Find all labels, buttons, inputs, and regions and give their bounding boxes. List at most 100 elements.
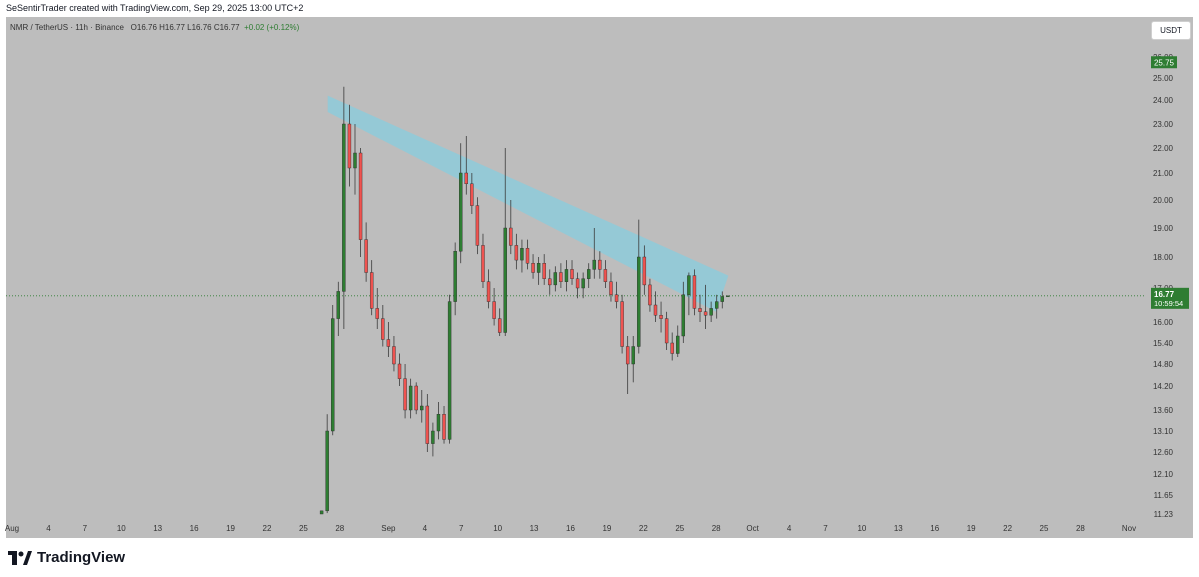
candle[interactable] xyxy=(503,148,507,336)
candle[interactable] xyxy=(642,245,647,295)
candle[interactable] xyxy=(542,254,546,285)
candle-body xyxy=(676,335,680,354)
candle[interactable] xyxy=(447,294,452,444)
candle[interactable] xyxy=(431,422,435,457)
candle[interactable] xyxy=(703,284,708,329)
candle[interactable] xyxy=(319,510,324,515)
candle[interactable] xyxy=(470,173,474,214)
descending-channel[interactable] xyxy=(327,95,729,312)
candle[interactable] xyxy=(392,336,396,372)
candle[interactable] xyxy=(425,394,430,452)
candle[interactable] xyxy=(670,332,674,361)
candle-body xyxy=(709,308,713,316)
candle[interactable] xyxy=(464,136,468,195)
candle[interactable] xyxy=(553,266,558,292)
candle[interactable] xyxy=(676,325,680,358)
candle[interactable] xyxy=(692,269,697,316)
candle-body xyxy=(653,304,658,316)
candle[interactable] xyxy=(536,257,541,285)
candle[interactable] xyxy=(709,301,713,322)
candle[interactable] xyxy=(336,281,340,336)
candle[interactable] xyxy=(459,143,463,264)
candle[interactable] xyxy=(514,233,519,270)
candle[interactable] xyxy=(397,353,402,387)
x-tick-label: 19 xyxy=(226,524,235,533)
candle[interactable] xyxy=(614,281,619,309)
y-tick-label: 24.00 xyxy=(1153,96,1174,105)
brand-name: TradingView xyxy=(37,549,126,566)
candle[interactable] xyxy=(587,263,591,288)
candle[interactable] xyxy=(325,414,329,514)
candle[interactable] xyxy=(420,390,424,423)
candle[interactable] xyxy=(564,260,569,292)
x-tick-label: Oct xyxy=(746,524,759,533)
candle[interactable] xyxy=(486,269,491,309)
candle-body xyxy=(620,301,624,347)
candle[interactable] xyxy=(625,336,630,394)
y-tick-label: 16.00 xyxy=(1153,318,1174,327)
candle[interactable] xyxy=(358,148,363,257)
candle-body xyxy=(358,152,363,240)
y-tick-label: 23.00 xyxy=(1153,120,1174,129)
candle[interactable] xyxy=(648,278,652,312)
candle[interactable] xyxy=(492,288,496,326)
candle[interactable] xyxy=(592,228,596,279)
candle[interactable] xyxy=(342,86,346,329)
candle[interactable] xyxy=(408,378,413,419)
candle[interactable] xyxy=(331,305,335,436)
candle[interactable] xyxy=(386,322,391,357)
candle[interactable] xyxy=(353,124,357,195)
candle[interactable] xyxy=(509,200,513,255)
candle[interactable] xyxy=(637,219,641,354)
candle-body xyxy=(648,284,652,306)
candle-body xyxy=(637,256,641,347)
candle[interactable] xyxy=(631,336,635,383)
candle[interactable] xyxy=(381,305,385,347)
y-tick-label: 12.60 xyxy=(1153,448,1174,457)
candle[interactable] xyxy=(698,294,702,322)
candle[interactable] xyxy=(664,311,669,350)
candle[interactable] xyxy=(581,272,585,299)
candle[interactable] xyxy=(720,291,724,309)
unit-button[interactable]: USDT xyxy=(1151,21,1191,40)
candle[interactable] xyxy=(369,260,374,316)
x-tick-label: 13 xyxy=(153,524,162,533)
candle[interactable] xyxy=(653,291,658,322)
candle-body xyxy=(347,123,352,169)
candle[interactable] xyxy=(726,295,730,298)
candle[interactable] xyxy=(481,233,485,288)
candle[interactable] xyxy=(575,272,580,299)
candle[interactable] xyxy=(598,251,602,279)
candle-body xyxy=(726,295,730,298)
candle[interactable] xyxy=(520,239,524,273)
candle-body xyxy=(486,281,491,302)
candle[interactable] xyxy=(681,281,686,343)
x-tick-label: 28 xyxy=(335,524,344,533)
candle[interactable] xyxy=(375,288,379,329)
candle[interactable] xyxy=(436,402,441,440)
candle[interactable] xyxy=(570,260,574,285)
candle[interactable] xyxy=(603,260,608,288)
candle[interactable] xyxy=(609,272,613,302)
candle[interactable] xyxy=(525,239,530,270)
candle[interactable] xyxy=(715,294,719,319)
candle-body xyxy=(609,281,613,295)
candle[interactable] xyxy=(347,104,352,187)
candle[interactable] xyxy=(620,294,624,354)
candle[interactable] xyxy=(453,242,457,316)
candle[interactable] xyxy=(687,272,691,316)
candle[interactable] xyxy=(531,254,535,279)
candle[interactable] xyxy=(364,222,368,282)
candle[interactable] xyxy=(497,308,502,336)
candle[interactable] xyxy=(442,406,446,444)
candle[interactable] xyxy=(659,301,663,333)
brand: TradingView xyxy=(8,549,125,566)
candle[interactable] xyxy=(559,263,563,288)
candle[interactable] xyxy=(414,382,418,415)
candle[interactable] xyxy=(475,197,480,255)
candle[interactable] xyxy=(403,364,407,419)
candle[interactable] xyxy=(548,269,552,295)
x-tick-label: 22 xyxy=(1003,524,1012,533)
candle-body xyxy=(542,263,546,279)
